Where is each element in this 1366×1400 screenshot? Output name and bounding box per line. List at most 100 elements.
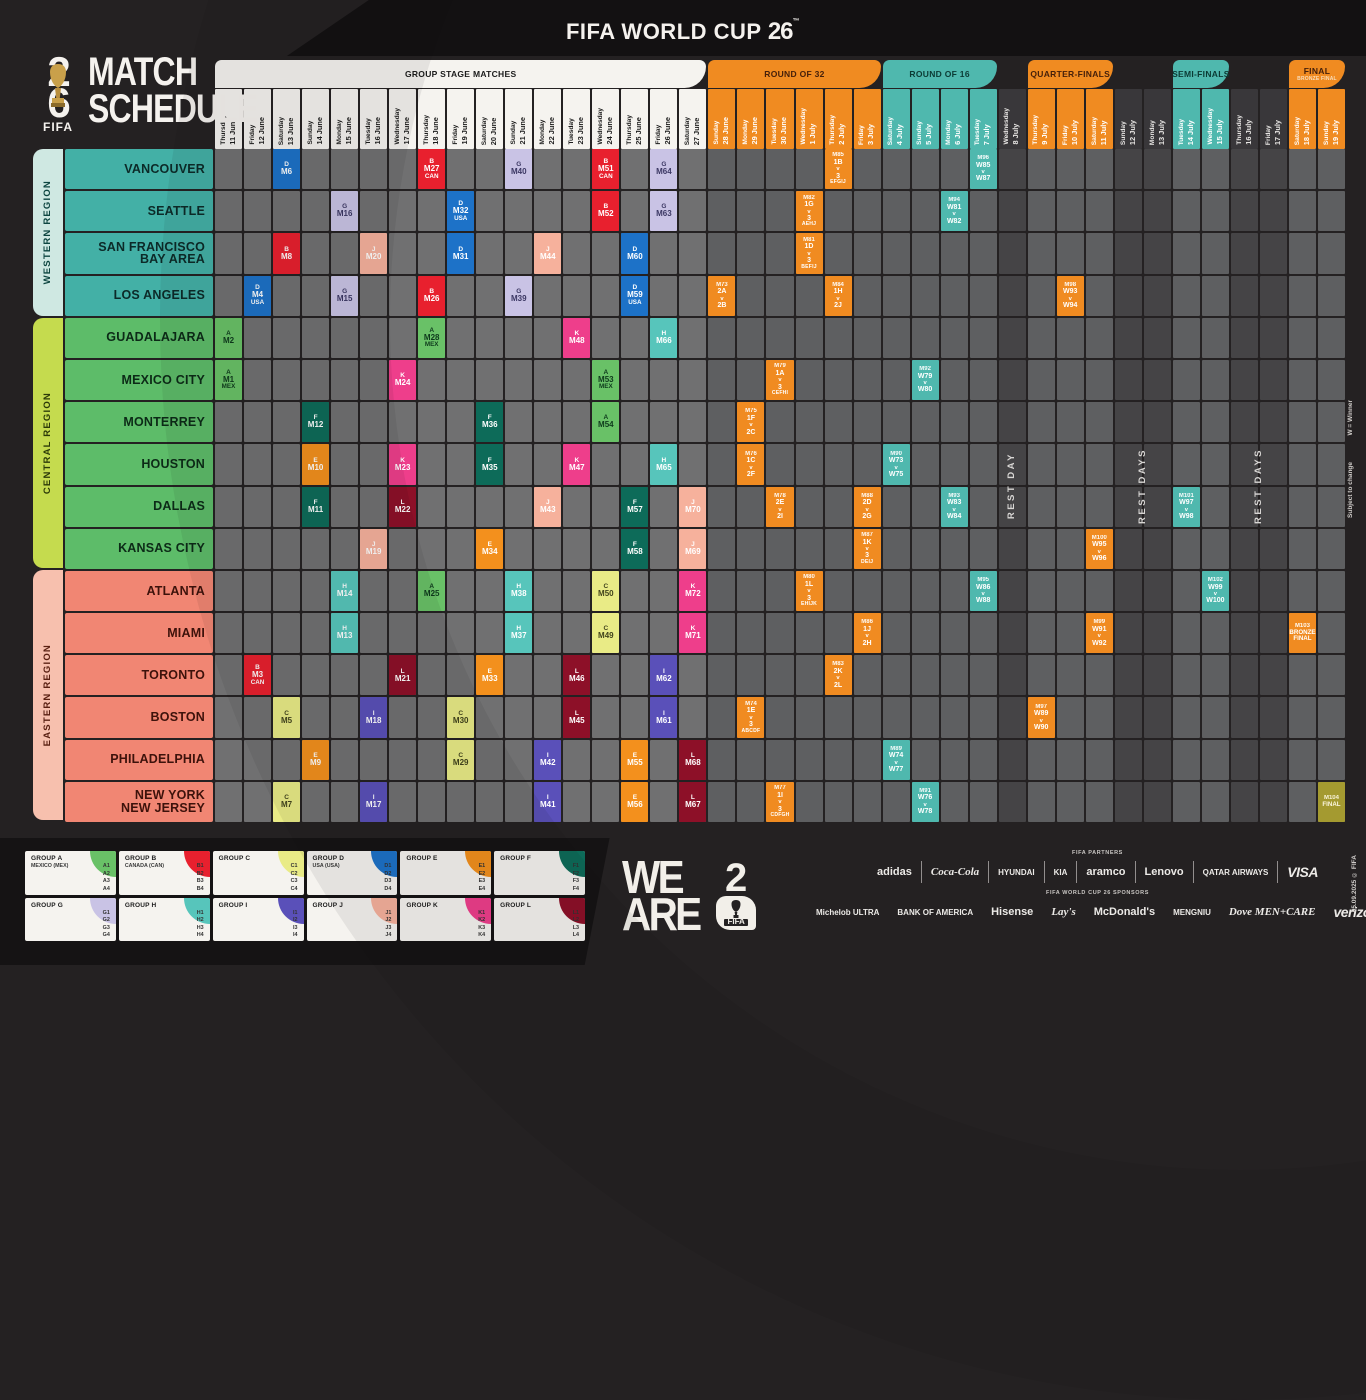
grid-cell — [389, 528, 417, 569]
stage-banner-sublabel: BRONZE FINAL — [1297, 76, 1337, 82]
wc-sponsors-label: FIFA WORLD CUP 26 SPONSORS — [1045, 890, 1149, 896]
match-cell-M60: D M60 — [621, 233, 649, 274]
match-line: 3 — [749, 721, 753, 729]
stage-banner-label: GROUP STAGE MATCHES — [404, 69, 517, 79]
grid-cell — [1056, 570, 1084, 612]
grid-cell — [1317, 233, 1345, 274]
grid-cell — [476, 149, 504, 190]
grid-cell — [360, 275, 388, 316]
legend-slot: G2 — [102, 917, 110, 924]
grid-cell — [766, 402, 794, 443]
grid-cell — [1027, 233, 1055, 274]
match-group-letter: E — [313, 456, 318, 464]
match-cell-M65: H M65 — [650, 444, 678, 485]
grid-cell — [1288, 697, 1316, 738]
grid-cell — [389, 402, 417, 443]
match-line: M95 — [977, 577, 989, 584]
match-group-letter: D — [632, 245, 638, 253]
match-line: v — [865, 546, 869, 553]
match-host-tag: USA — [454, 214, 468, 222]
match-line: v — [749, 464, 753, 471]
match-number: M58 — [627, 546, 643, 556]
grid-cell — [418, 739, 446, 780]
grid-cell — [882, 528, 910, 569]
date-label: 17 June — [402, 117, 412, 145]
match-number: M63 — [656, 209, 672, 219]
grid-cell — [1143, 739, 1171, 780]
match-number: M49 — [598, 631, 614, 641]
match-number: M4 — [251, 290, 264, 300]
match-line: M98 — [1064, 281, 1077, 288]
grid-cell — [592, 317, 620, 358]
match-number: M71 — [685, 631, 701, 641]
date-label: 16 June — [373, 117, 383, 145]
match-number: M29 — [452, 757, 469, 767]
match-cell-M89: M89 W74 v W77 — [882, 739, 910, 780]
match-line: 3 — [778, 383, 782, 391]
grid-cell — [1230, 359, 1258, 401]
match-group-letter: B — [603, 157, 609, 165]
grid-cell — [824, 781, 852, 822]
match-line: v — [894, 759, 898, 766]
grid-cell — [331, 444, 359, 485]
grid-cell — [824, 486, 852, 527]
region-tab-label: EASTERN REGION — [42, 643, 54, 747]
date-header-19-july: Sunday 19 July — [1317, 89, 1345, 149]
match-host-tag: USA — [628, 299, 642, 307]
grid-cell — [1201, 317, 1229, 358]
grid-cell — [563, 275, 591, 316]
legend-slot: C3 — [290, 878, 298, 885]
match-line: W83 — [946, 499, 962, 507]
date-label: 26 June — [663, 117, 673, 145]
match-cell-M98: M98 W93 v W94 — [1056, 275, 1084, 316]
region-tab-label: CENTRAL REGION — [42, 391, 54, 495]
match-cell-M55: E M55 — [621, 739, 649, 780]
date-day-name: Saturday — [684, 116, 692, 145]
match-line: v — [952, 506, 956, 513]
grid-cell — [505, 486, 533, 527]
match-number: M10 — [307, 462, 324, 472]
match-line: v — [720, 295, 724, 302]
match-group-letter: E — [487, 667, 492, 675]
region-tab-label: WESTERN REGION — [42, 180, 54, 285]
date-header-13-july: Monday 13 July — [1143, 89, 1171, 149]
legend-card-group-c: GROUP C C1 C2 C3 C4 — [212, 851, 304, 895]
grid-cell — [737, 486, 765, 527]
match-line: v — [807, 588, 811, 595]
date-label: 18 June — [431, 117, 441, 145]
grid-cell — [273, 317, 301, 358]
grid-cell — [969, 444, 997, 485]
grid-cell — [563, 149, 591, 190]
match-cell-M79: M79 1A v 3 CEFHI — [766, 359, 794, 401]
grid-cell — [1317, 528, 1345, 569]
match-line: 1D — [804, 243, 814, 251]
grid-cell — [1143, 359, 1171, 401]
grid-cell — [1114, 275, 1142, 316]
date-label: 10 July — [1069, 119, 1079, 145]
match-number: M30 — [452, 715, 469, 725]
grid-cell — [940, 275, 968, 316]
sponsor-logo-hyundai: HYUNDAI — [998, 867, 1035, 877]
copyright-note: 05.09.2025 © FIFA — [1350, 855, 1358, 913]
date-label: 18 July — [1301, 119, 1311, 145]
grid-cell — [1085, 486, 1113, 527]
grid-cell — [998, 697, 1026, 738]
match-line: M101 — [1178, 492, 1194, 499]
grid-cell — [1288, 233, 1316, 274]
date-day-name: Monday — [539, 120, 547, 145]
date-header-23-june: Tuesday 23 June — [563, 89, 591, 149]
match-line: v — [1184, 506, 1188, 513]
date-day-name: Thursday — [626, 115, 634, 145]
match-line: 2G — [862, 512, 872, 520]
match-line: ABCDF — [741, 727, 761, 734]
match-line: v — [865, 633, 869, 640]
grid-cell — [824, 570, 852, 612]
grid-cell — [215, 697, 243, 738]
grid-cell — [244, 781, 272, 822]
date-header-20-june: Saturday 20 June — [476, 89, 504, 149]
grid-cell — [882, 697, 910, 738]
match-line: W91 — [1092, 625, 1107, 633]
grid-cell — [1027, 317, 1055, 358]
date-day-name: Tuesday — [364, 118, 372, 145]
legend-slot-list: D1 D2 D3 D4 — [384, 863, 391, 893]
